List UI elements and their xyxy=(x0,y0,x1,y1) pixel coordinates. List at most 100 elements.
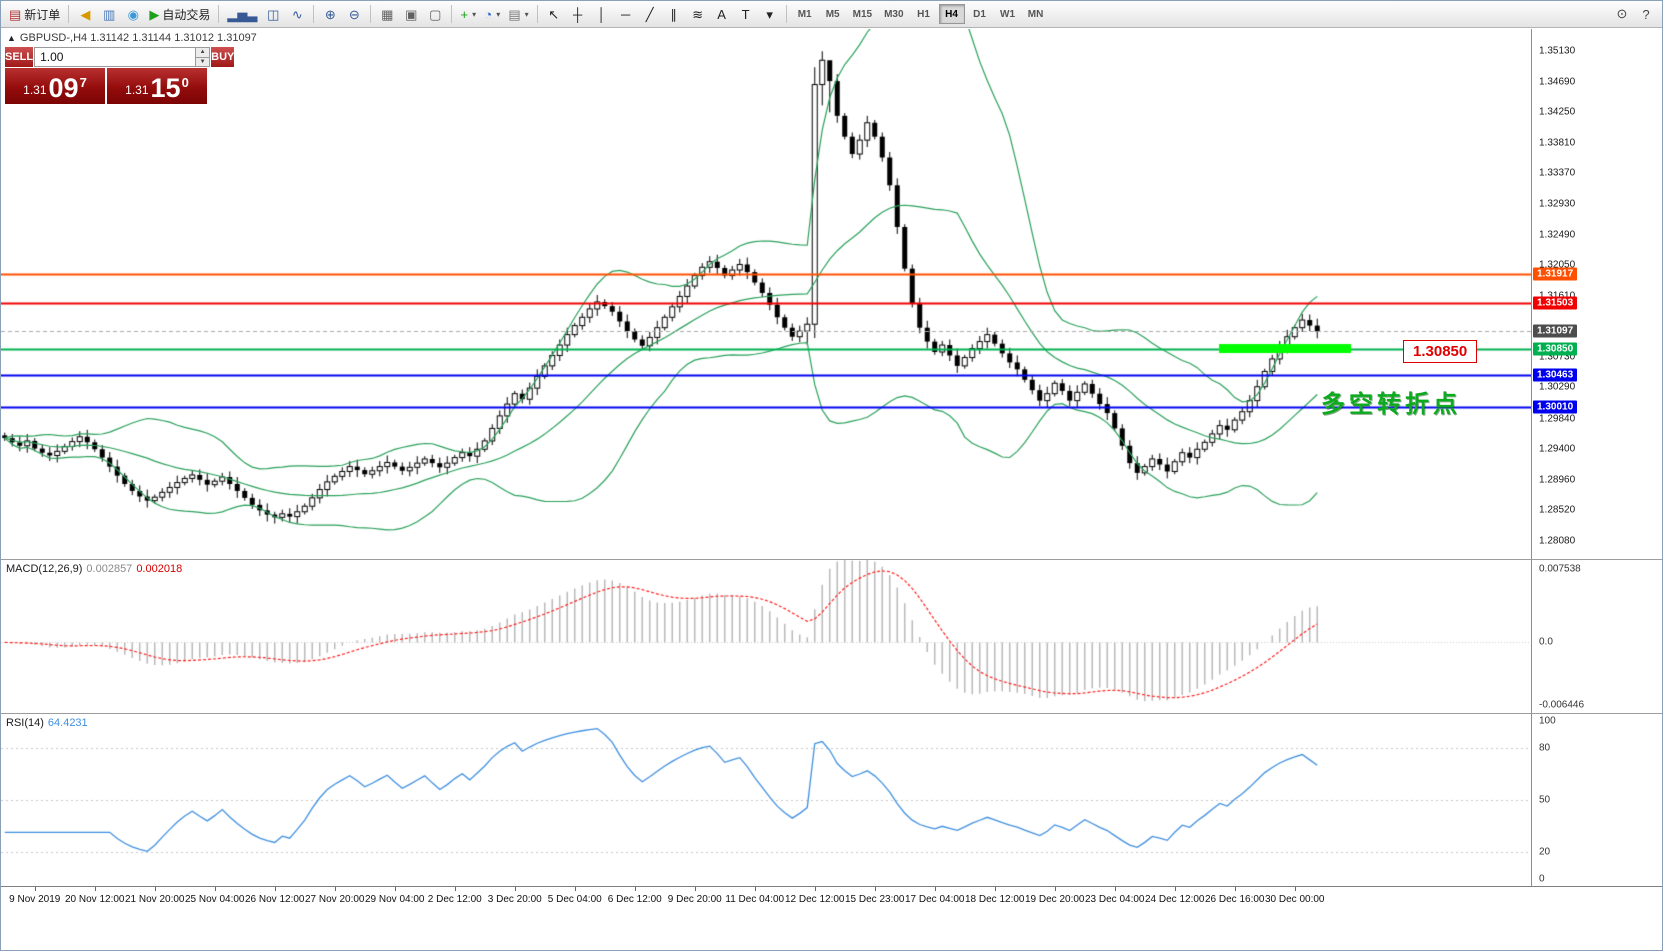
toolbar-separator xyxy=(313,5,315,23)
zoom-out-glyph: ⊖ xyxy=(348,6,360,22)
panel-separator[interactable] xyxy=(1,713,1662,714)
panel-separator[interactable] xyxy=(1,559,1662,560)
fibonacci-tool-button[interactable]: ≋ xyxy=(687,3,709,25)
buy-price-display[interactable]: 1.31 15 0 xyxy=(107,68,207,104)
shapes-tool-button[interactable]: ▾ xyxy=(759,3,781,25)
news-horn-icon-glyph: ◀ xyxy=(80,6,91,22)
line-chart-mode-glyph: ∿ xyxy=(291,6,303,22)
zoom-in-glyph: ⊕ xyxy=(324,6,336,22)
price-axis-label: 1.31610 xyxy=(1539,290,1575,301)
price-level-badge: 1.31503 xyxy=(1533,296,1578,310)
label-tool-button[interactable]: T xyxy=(735,3,757,25)
volume-decrease-button[interactable]: ▼ xyxy=(196,57,210,66)
time-axis-tick xyxy=(1294,887,1296,891)
chart-ohlc-info: ▲ GBPUSD-,H4 1.31142 1.31144 1.31012 1.31… xyxy=(7,32,257,44)
timeframe-button-h4[interactable]: H4 xyxy=(938,4,965,24)
rsi-axis-label: 50 xyxy=(1539,794,1551,806)
timeframe-button-m30[interactable]: M30 xyxy=(884,8,904,20)
price-panel-canvas[interactable] xyxy=(1,29,1531,559)
price-axis-label: 1.32050 xyxy=(1539,259,1576,271)
time-axis[interactable]: 9 Nov 2019 20 Nov 12:00 21 Nov 20:00 25 Nov… xyxy=(1,886,1662,912)
time-axis-label: 3 Dec 20:00 xyxy=(487,894,542,905)
templates-button[interactable]: ▤ ▾ xyxy=(505,3,531,25)
new-chart-icon-glyph: ▥ xyxy=(103,6,116,22)
time-axis-label: 9 Nov 2019 xyxy=(9,894,61,905)
vertical-line-tool-button[interactable]: │ xyxy=(591,3,613,25)
tile-windows-button[interactable]: ▦ xyxy=(376,3,398,25)
community-icon-glyph: ◉ xyxy=(127,6,139,22)
time-axis-label: 20 Nov 12:00 xyxy=(65,894,125,905)
timeframe-button-m1[interactable]: M1 xyxy=(797,8,812,20)
macd-axis-label: 0.007538 xyxy=(1539,563,1581,575)
periods-button[interactable]: ◔ ▾ xyxy=(481,3,503,25)
line-chart-mode-button[interactable]: ∿ xyxy=(286,3,308,25)
cascade-windows-button[interactable]: ▣ xyxy=(400,3,422,25)
time-axis-tick xyxy=(634,887,636,891)
rsi-value: 64.4231 xyxy=(47,717,88,729)
current-price-badge: 1.31097 xyxy=(1533,324,1578,338)
bar-chart-mode-button[interactable]: ▂▅▃ xyxy=(224,3,260,25)
new-order-button[interactable]: ▤ 新订单 xyxy=(6,3,63,25)
timeframe-button-d1[interactable]: D1 xyxy=(973,8,986,20)
buy-button[interactable]: BUY xyxy=(211,47,235,67)
arrange-icons-button[interactable]: ▢ xyxy=(424,3,446,25)
autotrading-button[interactable]: ▶ 自动交易 xyxy=(146,3,213,25)
zoom-out-button[interactable]: ⊖ xyxy=(343,3,365,25)
price-callout-label: 1.30850 xyxy=(1403,340,1478,363)
time-axis-label: 15 Dec 23:00 xyxy=(845,894,905,905)
crosshair-tool-button[interactable]: ┼ xyxy=(567,3,589,25)
annotation-text: 多空转折点 xyxy=(1321,391,1461,418)
cascade-windows-glyph: ▣ xyxy=(405,6,418,22)
timeframe-button-mn[interactable]: MN xyxy=(1027,8,1044,20)
price-axis-label: 1.28080 xyxy=(1539,535,1576,547)
candlestick-mode-glyph: ◫ xyxy=(267,6,280,22)
channel-tool-button[interactable]: ∥ xyxy=(663,3,685,25)
time-axis-tick xyxy=(454,887,456,891)
collapse-arrow-icon[interactable]: ▲ xyxy=(7,33,16,43)
zoom-in-button[interactable]: ⊕ xyxy=(319,3,341,25)
help-icon-button[interactable]: ? xyxy=(1642,6,1650,22)
trendline-tool-button[interactable]: ╱ xyxy=(639,3,661,25)
cursor-tool-button[interactable]: ↖ xyxy=(543,3,565,25)
price-level-badge: 1.30463 xyxy=(1533,368,1578,382)
channel-tool-glyph: ∥ xyxy=(670,6,677,22)
trendline-tool-glyph: ╱ xyxy=(645,6,654,22)
time-axis-tick xyxy=(274,887,276,891)
buy-price-big: 15 xyxy=(150,73,181,103)
rsi-panel-canvas[interactable] xyxy=(1,714,1531,886)
price-axis-label: 1.34250 xyxy=(1539,106,1576,118)
text-tool-button[interactable]: A xyxy=(711,3,733,25)
timeframe-button-h1[interactable]: H1 xyxy=(917,8,930,20)
timeframe-button-w1[interactable]: W1 xyxy=(1000,8,1016,20)
horizontal-line-tool-button[interactable]: ─ xyxy=(615,3,637,25)
volume-input[interactable] xyxy=(35,48,196,66)
sell-price-display[interactable]: 1.31 09 7 xyxy=(5,68,105,104)
timeframe-button-m5[interactable]: M5 xyxy=(825,8,840,20)
macd-title: MACD(12,26,9) xyxy=(6,563,83,575)
time-axis-tick xyxy=(994,887,996,891)
price-axis-label: 1.30730 xyxy=(1539,351,1576,363)
timeframe-button-m15[interactable]: M15 xyxy=(852,8,873,20)
vertical-line-tool-glyph: │ xyxy=(597,6,606,22)
price-axis-label: 1.33370 xyxy=(1539,167,1576,179)
fibonacci-tool-glyph: ≋ xyxy=(692,6,704,22)
sell-button[interactable]: SELL xyxy=(5,47,34,67)
time-axis-tick xyxy=(754,887,756,891)
time-axis-tick xyxy=(34,887,36,891)
search-icon-button[interactable]: ⊙ xyxy=(1616,6,1628,21)
new-chart-icon-button[interactable]: ▥ xyxy=(98,3,120,25)
cursor-tool-glyph: ↖ xyxy=(548,6,560,22)
candlestick-mode-button[interactable]: ◫ xyxy=(262,3,284,25)
community-icon-button[interactable]: ◉ xyxy=(122,3,144,25)
time-axis-tick xyxy=(514,887,516,891)
price-axis-label: 1.28960 xyxy=(1539,474,1576,486)
price-axis[interactable]: 1.35130 1.34690 1.34250 1.33810 1.33370 1.329… xyxy=(1531,29,1662,886)
volume-increase-button[interactable]: ▲ xyxy=(196,48,210,58)
news-horn-icon-button[interactable]: ◀ xyxy=(74,3,96,25)
sell-price-prefix: 1.31 xyxy=(23,83,47,97)
price-axis-label: 1.30290 xyxy=(1539,381,1576,393)
macd-panel-canvas[interactable] xyxy=(1,560,1531,713)
buy-price-sup: 0 xyxy=(181,75,189,90)
rsi-axis-label: 0 xyxy=(1539,873,1545,885)
add-indicator-button[interactable]: + ▾ xyxy=(457,3,479,25)
